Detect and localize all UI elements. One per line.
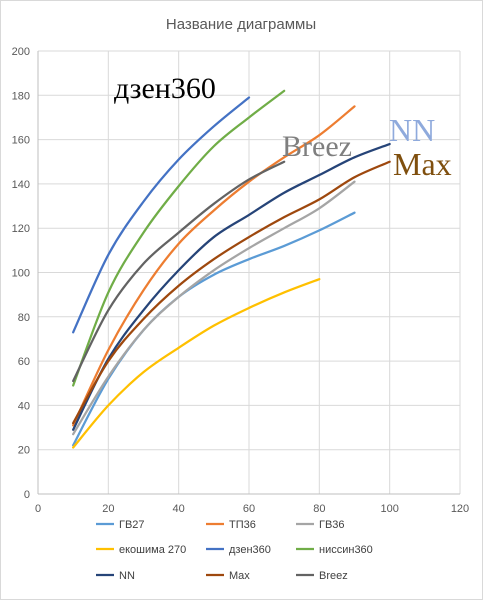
legend-label: ГВ36: [319, 519, 345, 531]
series-line-9: [72, 160, 286, 383]
legend: ГВ27 ТП36 ГВ36 екошима 270 дзен360 ниссин360 N…: [96, 519, 373, 582]
y-tick-label: 200: [12, 46, 30, 58]
y-tick-label: 140: [12, 179, 30, 191]
y-tick-label: 160: [12, 135, 30, 147]
x-tick-label: 40: [173, 503, 185, 515]
legend-label: Breez: [319, 570, 348, 582]
x-tick-label: 60: [243, 503, 255, 515]
y-tick-label: 60: [18, 356, 30, 368]
annotation-label: Max: [393, 146, 452, 182]
x-tick-label: 100: [380, 503, 398, 515]
series-line-5: [72, 96, 251, 334]
annotation-label: дзен360: [114, 72, 216, 105]
series-line-8: [72, 160, 391, 425]
legend-label: ТП36: [229, 519, 256, 531]
series-line-1: [72, 211, 356, 447]
series-line-4: [72, 278, 321, 449]
x-tick-label: 20: [102, 503, 114, 515]
y-tick-label: 80: [18, 312, 30, 324]
chart-title: Название диаграммы: [166, 16, 316, 33]
series-line-3: [72, 180, 356, 436]
series-line-6: [72, 89, 286, 387]
legend-label: Max: [229, 570, 250, 582]
x-tick-label: 120: [451, 503, 469, 515]
x-tick-label: 0: [35, 503, 41, 515]
y-tick-label: 120: [12, 223, 30, 235]
x-tick-label: 80: [313, 503, 325, 515]
annotation-label: Breez: [282, 130, 352, 163]
series-line-7: [72, 142, 391, 431]
axes: 0 20 40 60 80 100 120 140 160 180 200 0 20 40 60 80 100 1…: [12, 46, 470, 515]
legend-label: NN: [119, 570, 135, 582]
legend-label: ниссин360: [319, 544, 373, 556]
legend-label: ГВ27: [119, 519, 145, 531]
y-tick-label: 100: [12, 268, 30, 280]
legend-label: дзен360: [229, 544, 271, 556]
annotation-label: NN: [389, 112, 435, 148]
y-tick-label: 180: [12, 90, 30, 102]
y-tick-label: 0: [24, 489, 30, 501]
series-line-2: [72, 105, 356, 427]
legend-label: екошима 270: [119, 544, 186, 556]
y-tick-label: 20: [18, 445, 30, 457]
y-tick-label: 40: [18, 400, 30, 412]
series-lines: [72, 89, 391, 449]
